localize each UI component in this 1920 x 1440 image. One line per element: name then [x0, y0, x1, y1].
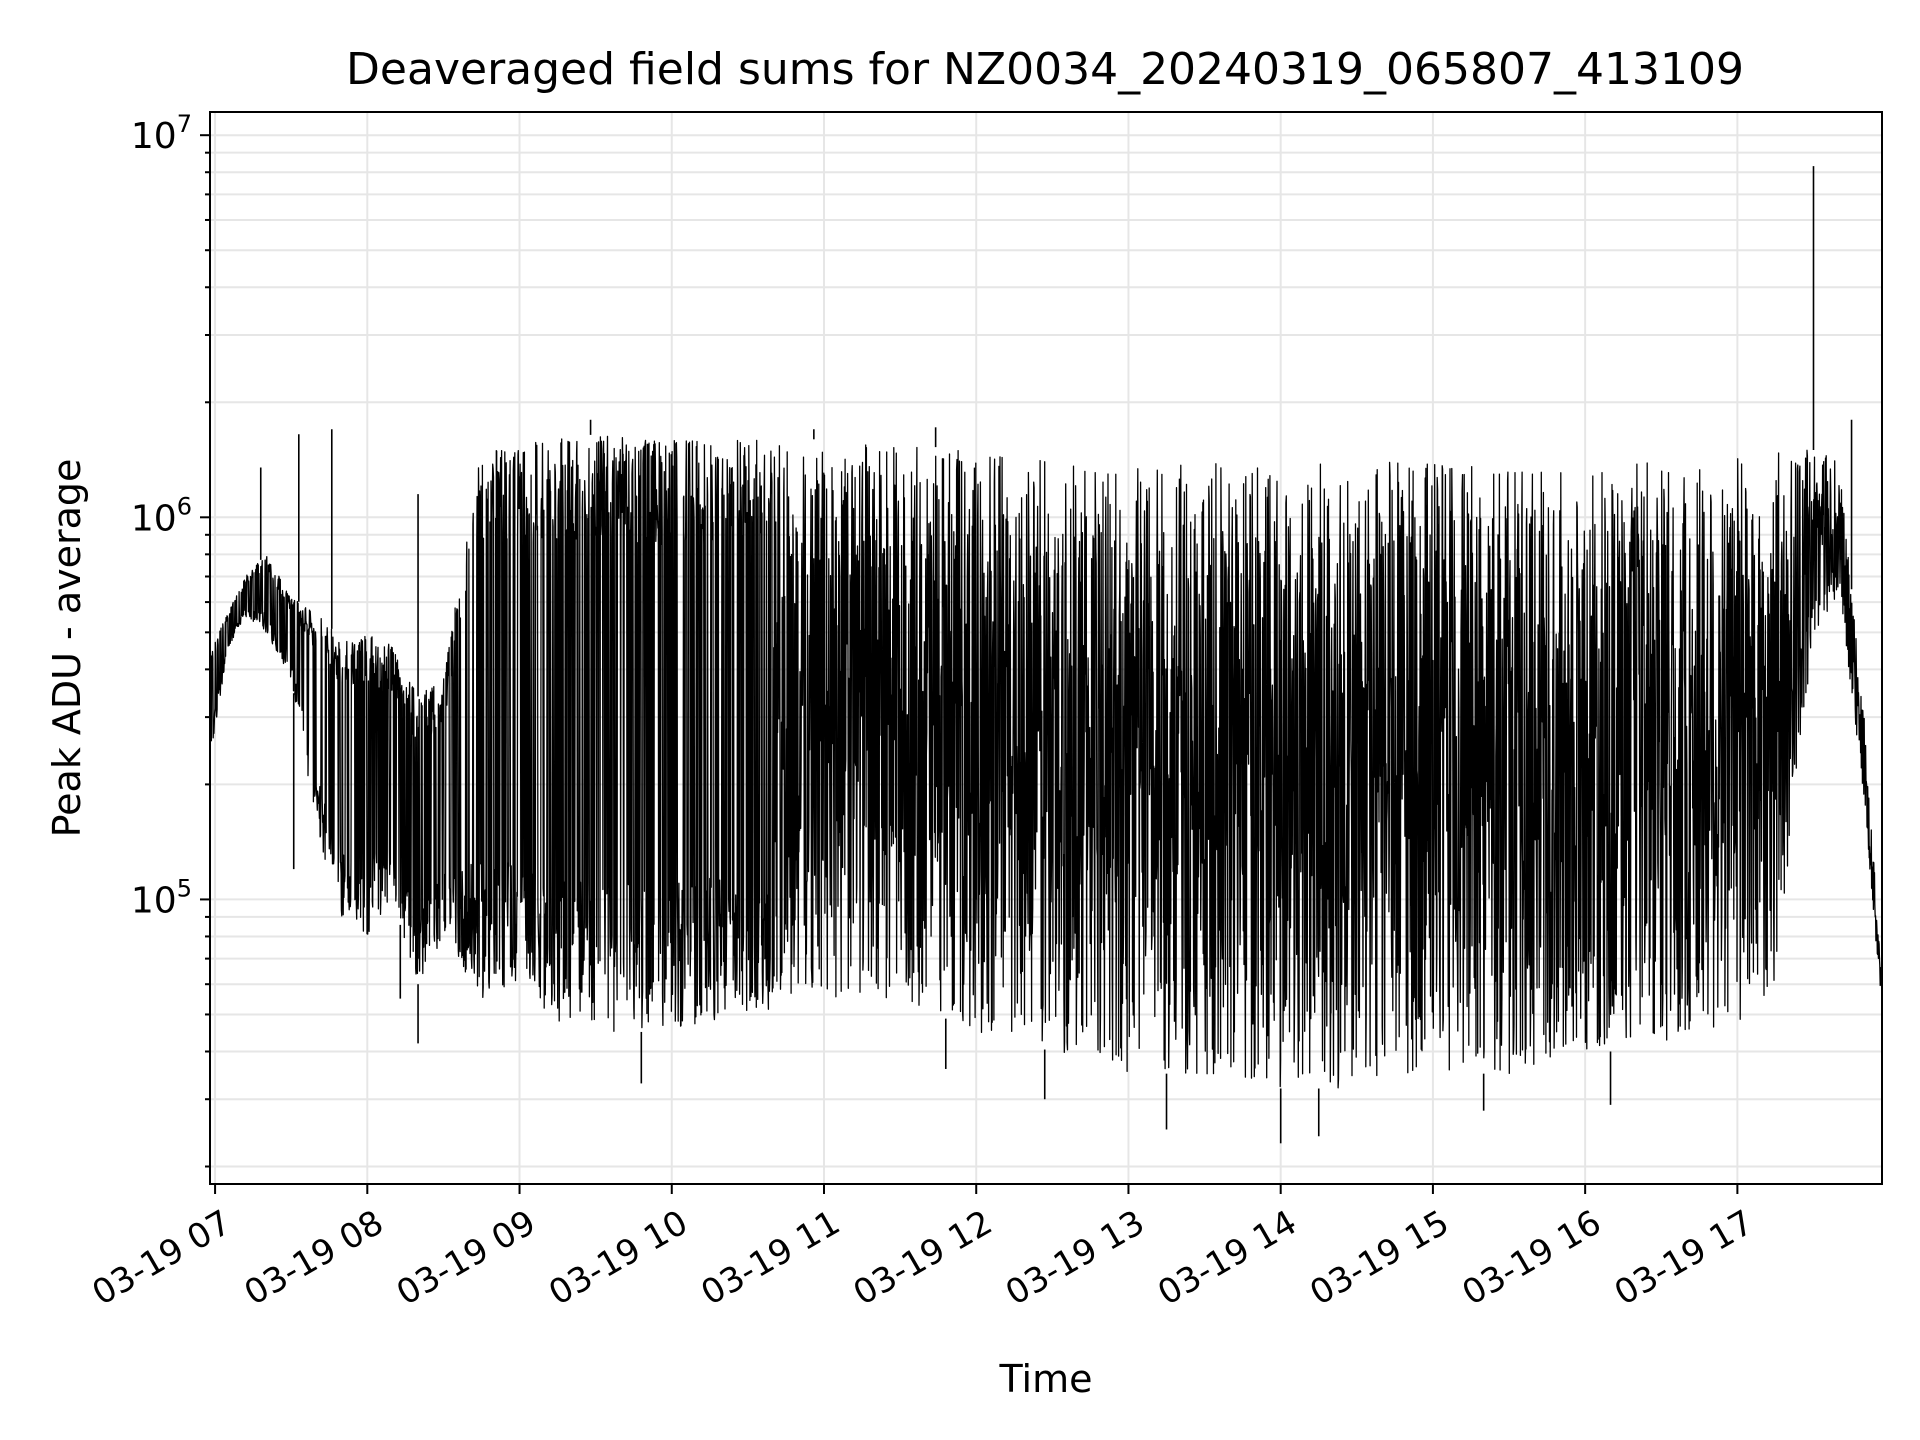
y-axis-ticks: 105 106 107	[131, 110, 210, 1168]
plot-frame	[209, 111, 1883, 1185]
series-group	[210, 166, 1882, 1144]
y-tick-label: 107	[131, 110, 192, 157]
y-axis-label: Peak ADU - average	[45, 459, 89, 838]
chart-title: Deaveraged field sums for NZ0034_2024031…	[346, 44, 1744, 95]
series-line	[210, 435, 1882, 1089]
y-tick-label: 106	[131, 492, 192, 539]
y-tick-label: 105	[131, 874, 192, 921]
plot-area: 03-19 07 03-19 08 03-19 09 03-19 10 03-19 11…	[86, 110, 1883, 1314]
x-axis-label: Time	[999, 1357, 1093, 1401]
